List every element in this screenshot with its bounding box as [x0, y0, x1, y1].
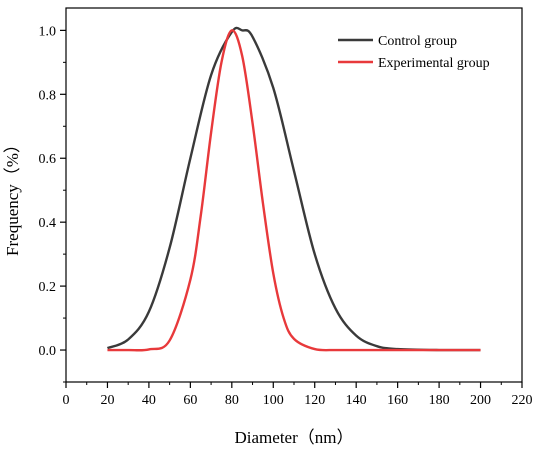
y-tick-label: 0.4: [39, 216, 57, 231]
legend: Control group Experimental group: [338, 34, 490, 71]
x-tick-label: 0: [63, 393, 70, 408]
y-tick-label: 1.0: [39, 24, 57, 39]
y-axis-label: Frequency（%）: [3, 136, 22, 256]
x-tick-label: 160: [387, 393, 408, 408]
x-tick-label: 60: [183, 393, 197, 408]
ticks-layer: 0 20 40 60 80 100 120 140 160 180 200 220 0.0 0.2 0.4 0…: [39, 24, 533, 408]
y-tick-label: 0.0: [39, 344, 57, 359]
x-axis-label: Diameter（nm）: [235, 428, 354, 447]
y-tick-label: 0.8: [39, 88, 57, 103]
x-tick-label: 40: [142, 393, 156, 408]
x-tick-label: 220: [512, 393, 533, 408]
y-tick-label: 0.2: [39, 280, 57, 295]
x-tick-label: 200: [470, 393, 491, 408]
x-tick-label: 180: [429, 393, 450, 408]
x-tick-label: 80: [225, 393, 239, 408]
legend-label: Control group: [378, 34, 457, 49]
x-tick-label: 20: [100, 393, 114, 408]
x-tick-label: 120: [304, 393, 325, 408]
experimental-group-line: [107, 29, 481, 352]
legend-label: Experimental group: [378, 56, 490, 71]
series-layer: [106, 26, 481, 352]
x-tick-label: 140: [346, 393, 367, 408]
x-tick-label: 100: [263, 393, 284, 408]
y-tick-label: 0.6: [39, 152, 57, 167]
control-group-line: [106, 26, 481, 352]
